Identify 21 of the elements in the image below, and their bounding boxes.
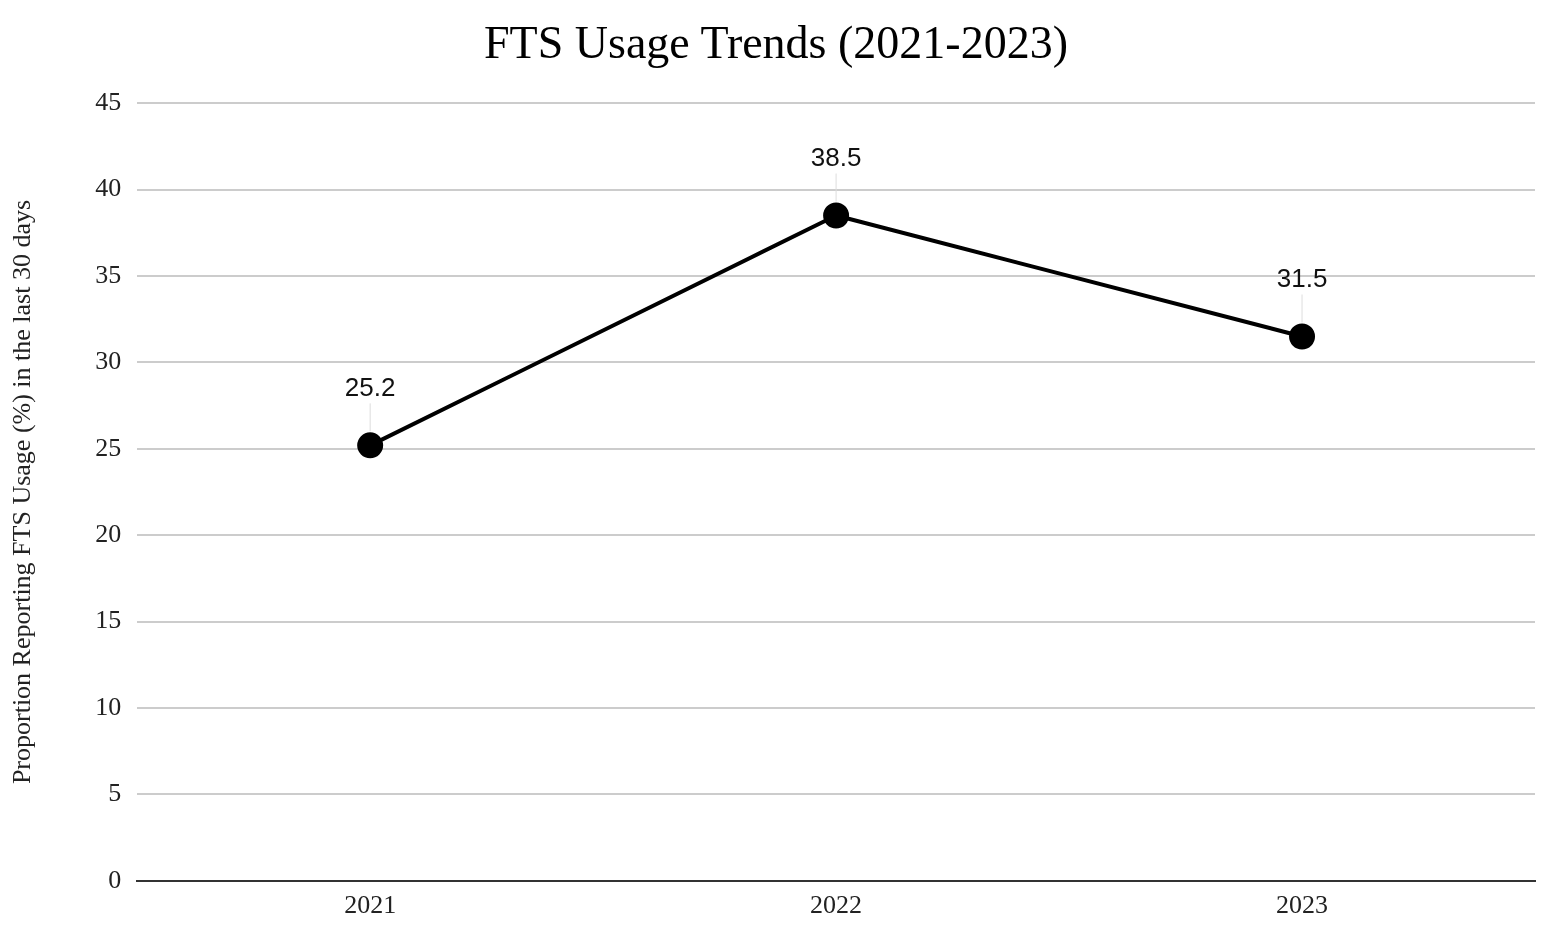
y-tick-label: 45 <box>95 87 122 117</box>
y-tick-label: 10 <box>95 691 122 721</box>
y-axis-title: Proportion Reporting FTS Usage (%) in the last 30 days <box>7 199 37 785</box>
point <box>823 202 850 229</box>
data-label: 31.5 <box>1276 262 1328 293</box>
data-label: 25.2 <box>344 371 396 402</box>
y-tick-label: 30 <box>95 346 122 376</box>
y-tick-label: 15 <box>95 605 122 635</box>
x-tick-label: 2021 <box>344 890 397 920</box>
x-tick-label: 2022 <box>810 890 863 920</box>
y-tick-label: 35 <box>95 259 122 289</box>
y-tick-label: 40 <box>95 173 122 203</box>
x-tick-label: 2023 <box>1276 890 1329 920</box>
data-label: 38.5 <box>810 141 862 172</box>
y-tick-label: 0 <box>108 864 122 894</box>
y-tick-label: 25 <box>95 432 122 462</box>
point <box>1289 323 1316 350</box>
point <box>357 432 384 459</box>
y-tick-label: 20 <box>95 519 122 549</box>
y-tick-label: 5 <box>108 778 122 808</box>
chart-title: FTS Usage Trends (2021-2023) <box>484 16 1068 68</box>
